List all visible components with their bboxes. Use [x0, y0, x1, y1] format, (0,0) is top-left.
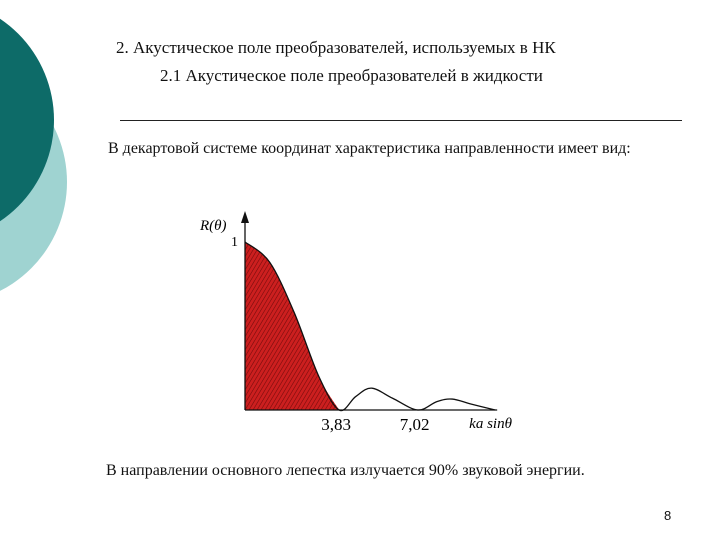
y-axis-label: R(θ) — [199, 218, 227, 234]
x-axis-label: ka sinθ — [469, 416, 512, 432]
hatch-line — [349, 210, 469, 410]
hatch-line — [377, 210, 497, 410]
hatch-line — [288, 242, 340, 410]
hatch-line — [369, 210, 489, 410]
slide-heading: 2. Акустическое поле преобразователей, и… — [116, 38, 556, 57]
hatch-line — [389, 210, 509, 410]
hatch-line — [328, 242, 340, 410]
hatch-line — [292, 242, 340, 410]
hatch-line — [336, 242, 340, 410]
hatch-line — [385, 210, 505, 410]
hatch-line — [190, 210, 237, 410]
hatch-line — [345, 210, 465, 410]
directivity-curve — [244, 241, 496, 412]
y-tick-label: 1 — [231, 235, 238, 250]
hatch-line — [417, 210, 537, 410]
hatch-line — [324, 242, 340, 410]
hatch-line — [190, 210, 233, 410]
x-tick-label-zero-1: 3,83 — [321, 415, 351, 434]
hatch-line — [381, 210, 501, 410]
slide-subheading: 2.1 Акустическое поле преобразователей в… — [160, 66, 543, 85]
hatch-line — [296, 242, 340, 410]
hatch-line — [433, 210, 550, 410]
conclusion-text: В направлении основного лепестка излучае… — [106, 462, 585, 479]
hatch-line — [190, 210, 201, 410]
hatch-line — [361, 210, 481, 410]
hatch-line — [190, 210, 213, 410]
hatch-line — [300, 242, 340, 410]
hatch-line — [304, 242, 340, 410]
hatch-line — [401, 210, 521, 410]
hatch-line — [425, 210, 545, 410]
hatch-line — [316, 242, 340, 410]
hatch-line — [320, 242, 340, 410]
hatch-line — [405, 210, 525, 410]
hatch-line — [312, 242, 340, 410]
x-tick-label-zero-2: 7,02 — [400, 415, 430, 434]
hatch-line — [284, 242, 340, 410]
hatch-line — [409, 210, 529, 410]
hatch-line — [437, 210, 550, 410]
hatch-line — [190, 210, 229, 410]
hatch-line — [397, 210, 517, 410]
hatch-line — [190, 210, 193, 410]
hatch-line — [190, 210, 205, 410]
hatch-line — [190, 210, 209, 410]
intro-paragraph: В декартовой системе координат характери… — [108, 140, 631, 157]
hatch-line — [357, 210, 477, 410]
hatch-line — [332, 242, 340, 410]
hatch-line — [421, 210, 541, 410]
hatch-line — [190, 210, 217, 410]
hatch-line — [308, 242, 340, 410]
hatch-line — [245, 242, 254, 410]
y-axis-arrow — [241, 211, 249, 223]
page-number: 8 — [664, 508, 672, 523]
hatch-line — [190, 210, 197, 410]
hatch-line — [441, 210, 550, 410]
hatch-line — [190, 210, 225, 410]
hatch-line — [413, 210, 533, 410]
decorative-circles — [0, 18, 67, 291]
main-lobe-hatching — [190, 210, 550, 410]
hatch-line — [190, 210, 221, 410]
divider-line — [120, 120, 682, 121]
hatch-line — [393, 210, 513, 410]
directivity-chart: R(θ) 1 3,83 7,02 ka sinθ — [190, 210, 550, 434]
hatch-line — [429, 210, 549, 410]
hatch-line — [353, 210, 473, 410]
hatch-line — [373, 210, 493, 410]
hatch-line — [280, 242, 340, 410]
hatch-line — [365, 210, 485, 410]
hatch-line — [245, 242, 250, 410]
dark-teal-circle — [0, 18, 54, 222]
hatch-line — [276, 242, 340, 410]
hatch-line — [341, 210, 461, 410]
